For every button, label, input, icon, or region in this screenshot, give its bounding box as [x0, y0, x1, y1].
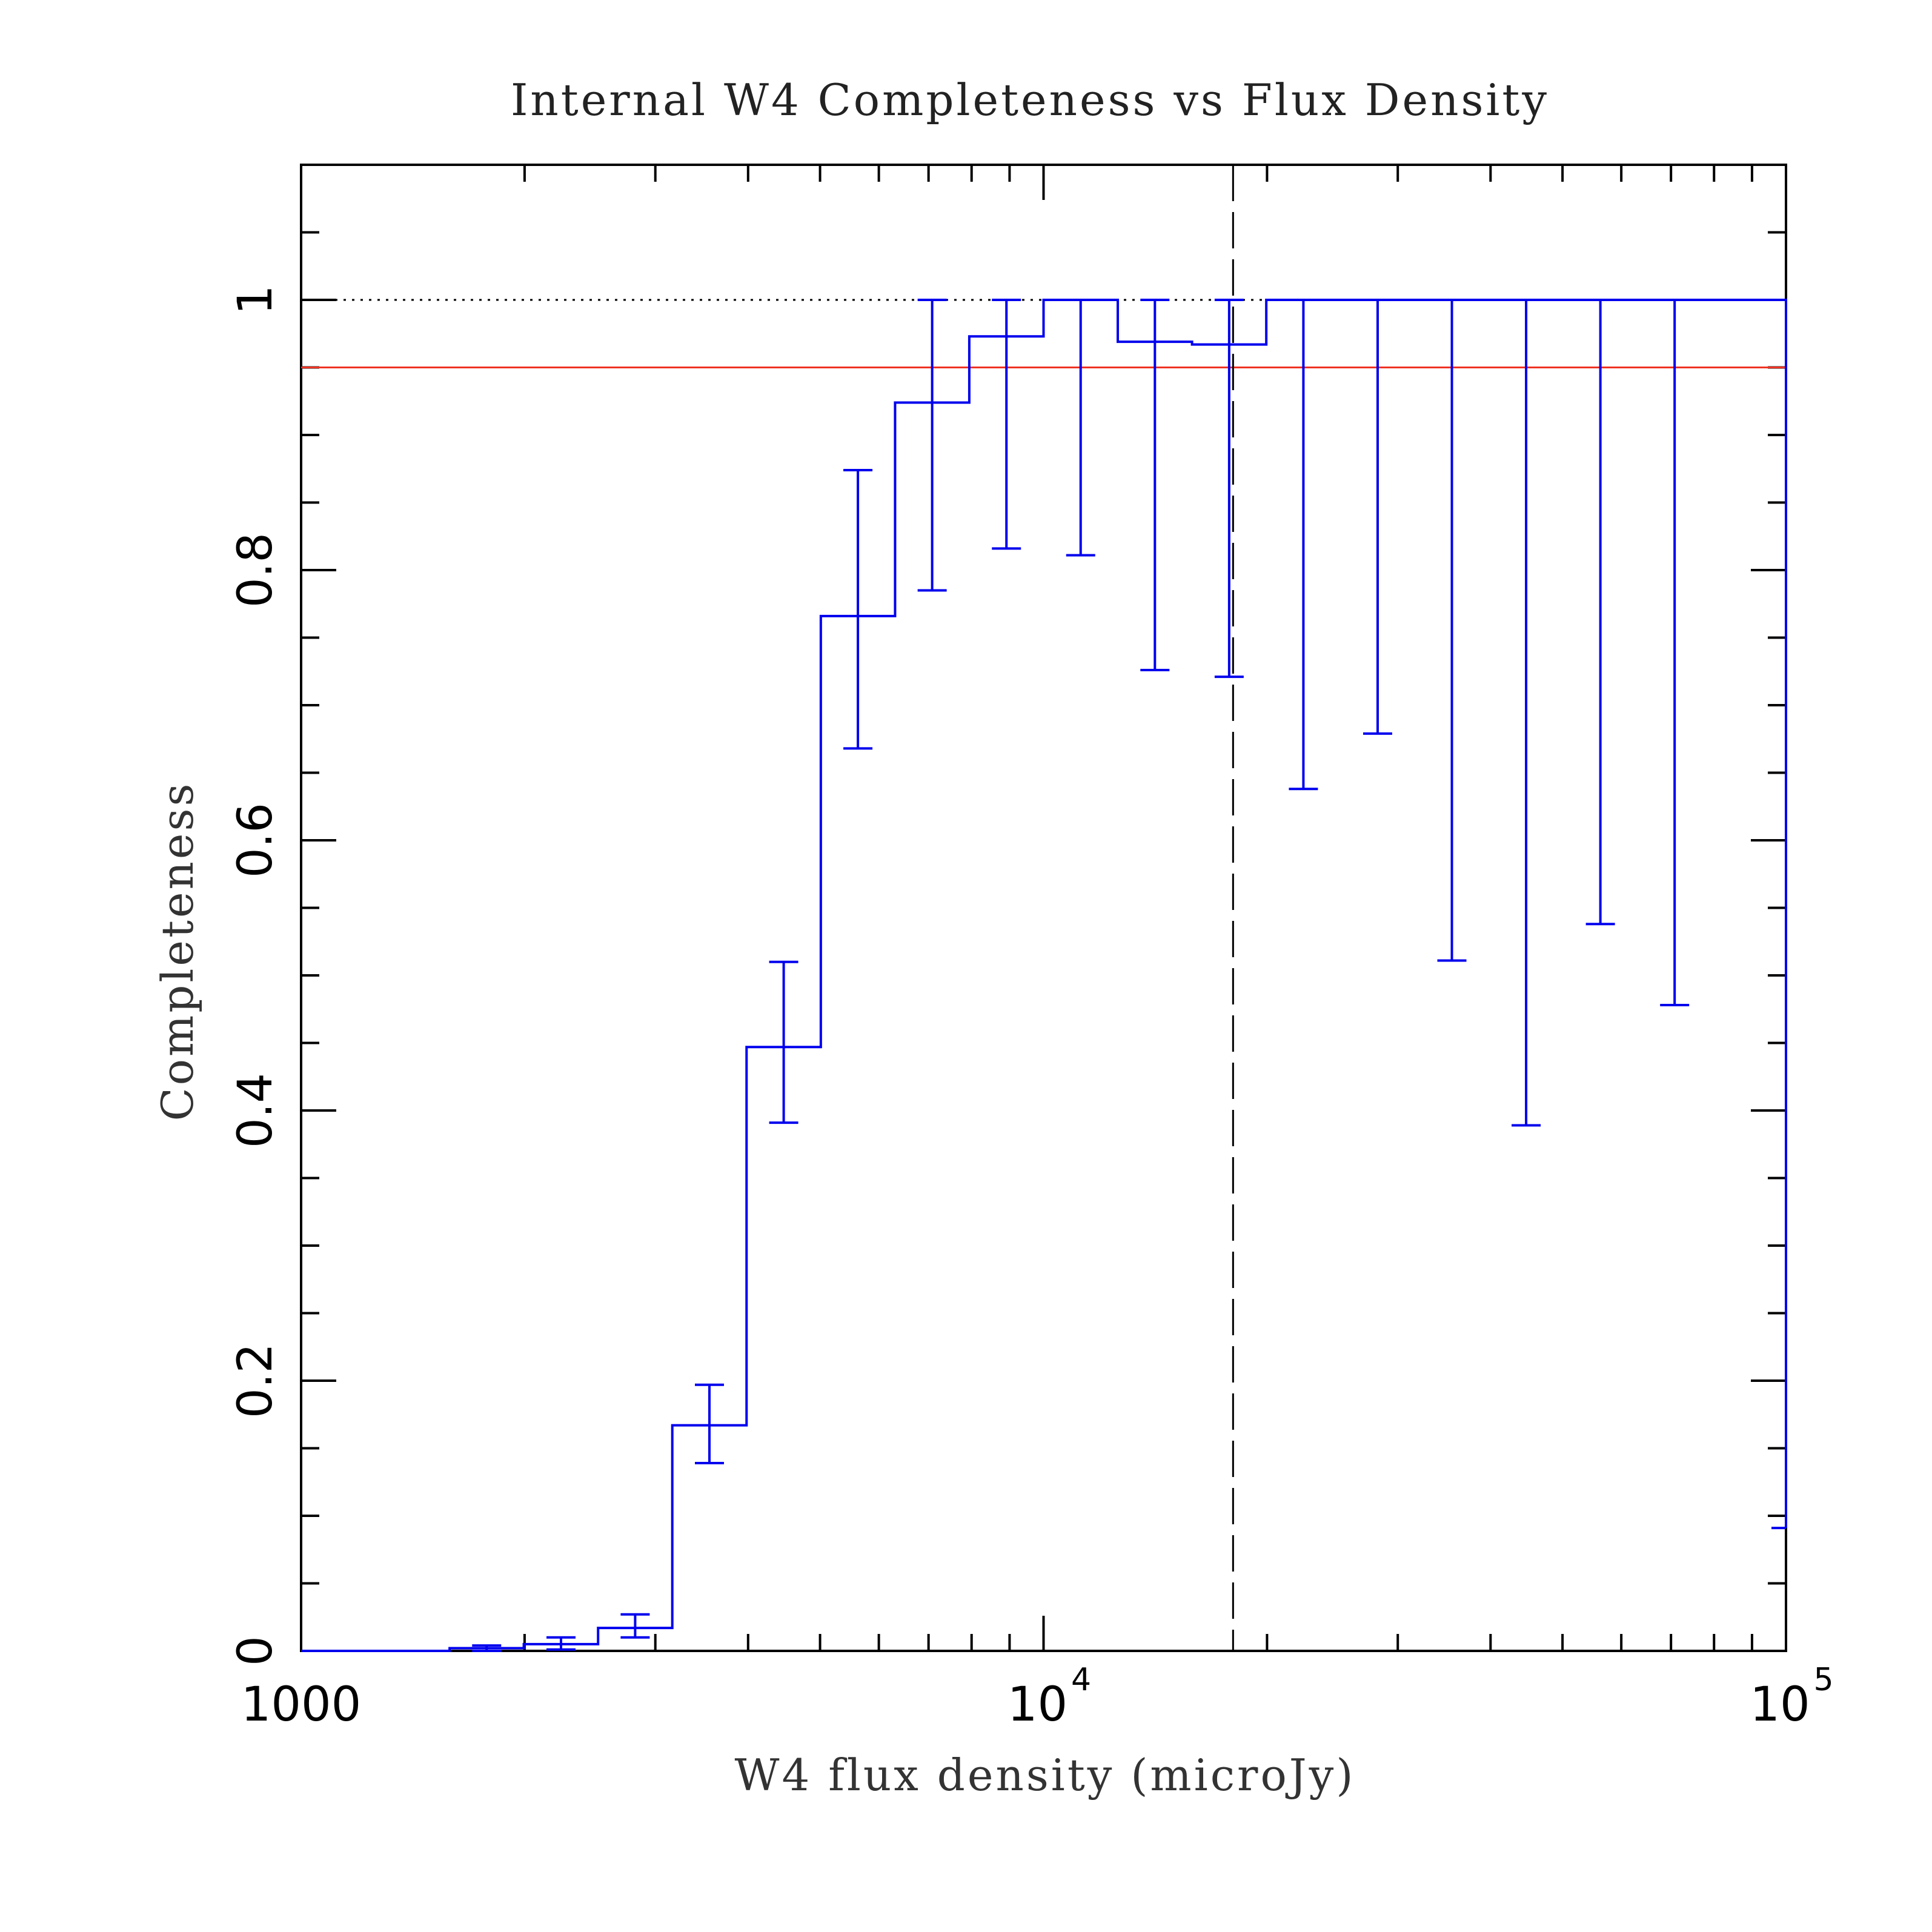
- x-tick-label: 10: [1750, 1678, 1810, 1732]
- x-axis-label: W4 flux density (microJy): [735, 1750, 1356, 1801]
- plot-frame: [300, 164, 1787, 1652]
- error-bar: [1214, 299, 1244, 679]
- error-bar: [1660, 299, 1690, 1007]
- y-tick-label: 0: [228, 1636, 283, 1666]
- y-axis-label: Completeness: [152, 782, 203, 1121]
- completeness-step-line: [301, 299, 1787, 1652]
- y-tick-label: 0.4: [228, 1073, 283, 1148]
- error-bar: [472, 1644, 502, 1652]
- error-bar: [843, 468, 873, 750]
- y-tick-label: 0.2: [228, 1343, 283, 1418]
- error-bar: [1512, 299, 1541, 1127]
- error-bar: [1363, 299, 1392, 735]
- error-bar: [1585, 299, 1615, 926]
- y-tick-label: 1: [228, 285, 283, 315]
- error-bar: [992, 299, 1021, 550]
- y-tick-label: 0.8: [228, 533, 283, 608]
- error-bar: [695, 1383, 725, 1465]
- error-bar: [620, 1613, 650, 1639]
- x-tick-exponent: 4: [1071, 1662, 1091, 1698]
- x-tick-exponent: 5: [1813, 1662, 1833, 1698]
- chart-title: Internal W4 Completeness vs Flux Density: [511, 75, 1549, 125]
- error-bar: [546, 1636, 576, 1651]
- x-tick-label: 1000: [241, 1678, 362, 1732]
- error-bar: [917, 299, 947, 592]
- error-bar: [1140, 299, 1170, 672]
- y-tick-label: 0.6: [228, 803, 283, 878]
- x-tick-label: 10: [1007, 1678, 1067, 1732]
- error-bar: [1066, 299, 1095, 557]
- error-bar: [1437, 299, 1467, 962]
- error-bar: [1289, 299, 1318, 791]
- error-bar: [769, 960, 798, 1124]
